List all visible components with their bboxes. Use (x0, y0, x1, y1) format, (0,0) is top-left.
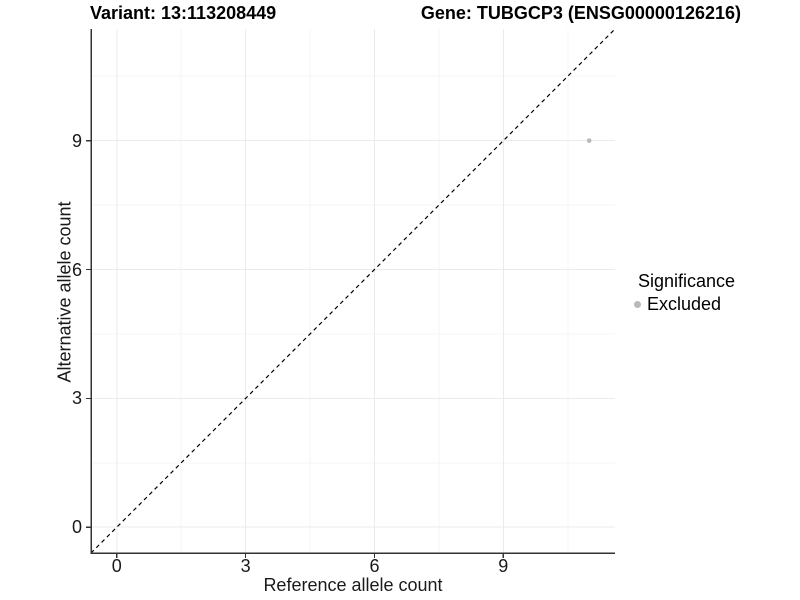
x-axis-tick-label: 3 (240, 556, 251, 576)
x-axis-title: Reference allele count (263, 575, 443, 595)
y-axis-tick-label: 6 (71, 259, 82, 280)
legend-entry-label: Excluded (647, 293, 722, 314)
x-axis-tick-label: 9 (498, 556, 509, 576)
legend-entry-excluded: Excluded (632, 293, 735, 315)
legend-title: Significance (638, 271, 736, 291)
identity-reference-line (90, 28, 616, 554)
x-axis-tick-label: 0 (111, 556, 122, 576)
x-axis-tick-label: 6 (369, 556, 380, 576)
y-axis-tick-label: 0 (71, 517, 82, 538)
data-point (586, 138, 592, 143)
plot-title-variant: Variant: 13:113208449 (90, 3, 277, 23)
y-axis-tick-label: 3 (71, 388, 82, 409)
y-axis-tick-label: 9 (71, 130, 82, 151)
plot-title-gene: Gene: TUBGCP3 (ENSG00000126216) (420, 3, 741, 23)
y-axis-title: Alternative allele count (54, 201, 75, 383)
legend: Significance Excluded (632, 271, 735, 315)
legend-point-icon (634, 300, 641, 308)
